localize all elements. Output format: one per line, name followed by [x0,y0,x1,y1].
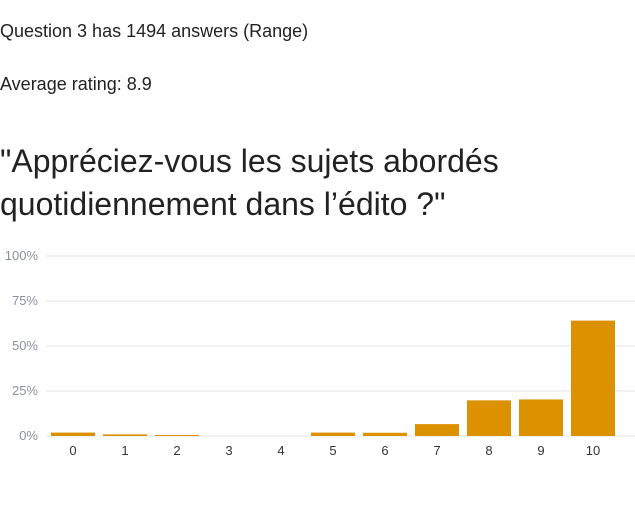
y-tick-label: 50% [12,338,38,353]
answer-count-text: Question 3 has 1494 answers (Range) [0,21,309,41]
x-axis-categories: 0 1 2 3 4 5 6 7 8 9 10 [69,443,600,458]
y-tick-label: 75% [12,293,38,308]
x-category-label: 2 [173,443,180,458]
bar-1 [103,434,147,436]
x-category-label: 1 [121,443,128,458]
bar-9 [519,399,563,436]
y-tick-label: 100% [5,248,39,263]
x-category-label: 5 [329,443,336,458]
bar-10 [571,320,615,436]
y-tick-label: 0% [19,428,38,443]
x-category-label: 7 [433,443,440,458]
bar-6 [363,432,407,436]
y-axis-ticks: 0% 25% 50% 75% 100% [5,248,39,443]
x-category-label: 0 [69,443,76,458]
y-tick-label: 25% [12,383,38,398]
x-category-label: 9 [537,443,544,458]
x-category-label: 6 [381,443,388,458]
rating-distribution-chart: 0% 25% 50% 75% 100% 0 1 2 3 4 5 6 7 8 9 10 [5,248,635,458]
x-category-label: 3 [225,443,232,458]
bar-8 [467,400,511,436]
x-category-label: 8 [485,443,492,458]
bar-2 [155,435,199,436]
bar-7 [415,424,459,436]
question-title: "Appréciez-vous les sujets abordés quoti… [0,143,499,222]
bar-0 [51,432,95,436]
x-category-label: 4 [277,443,284,458]
x-category-label: 10 [586,443,600,458]
bar-5 [311,432,355,436]
average-rating-text: Average rating: 8.9 [0,74,152,94]
chart-bars [51,320,615,436]
